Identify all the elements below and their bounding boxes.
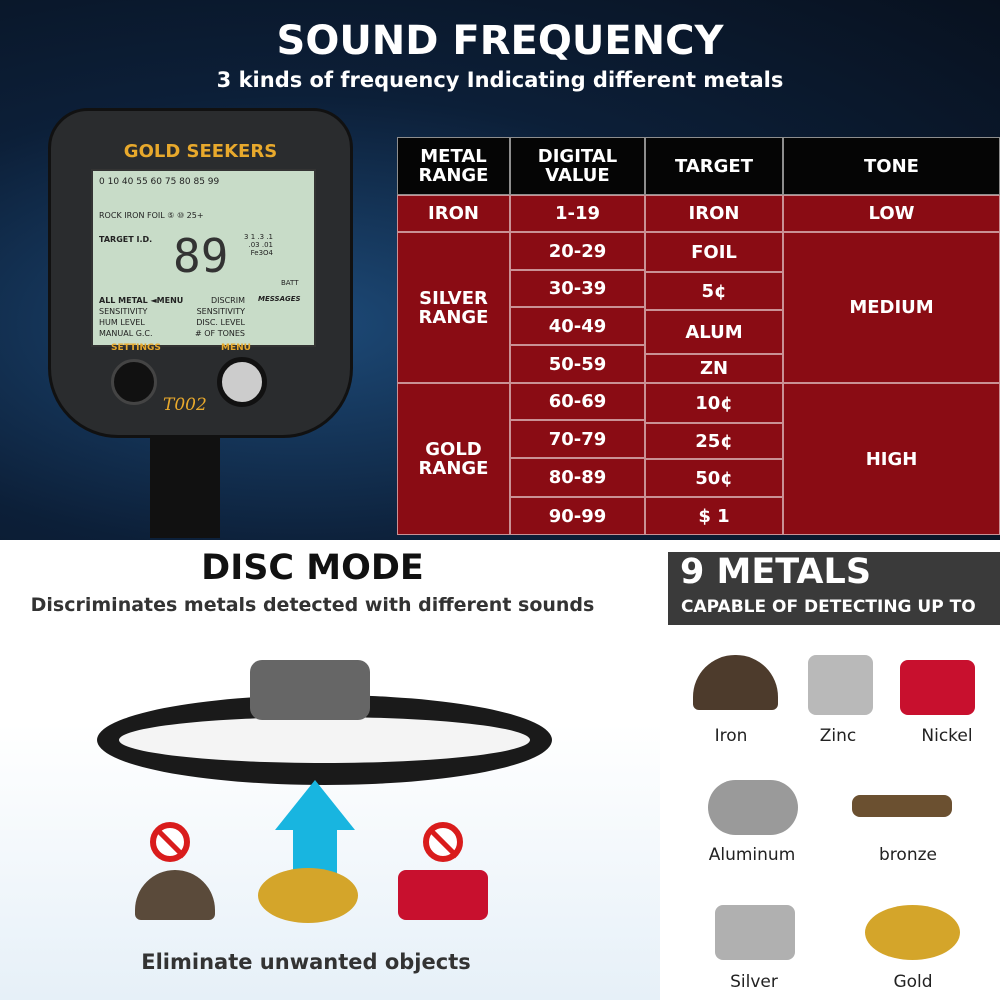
menu-right: DISCRIM SENSITIVITY DISC. LEVEL # OF TONES [195, 296, 245, 338]
arrow-shaft [293, 830, 337, 875]
metal-label: Silver [730, 972, 778, 992]
lcd-targets: ROCK IRON FOIL ⑤ ⑩ 25+ [99, 211, 204, 220]
iron-image [693, 655, 778, 710]
value-row: 1-19 [510, 195, 645, 232]
value-row: 50-59 [510, 345, 645, 383]
target-row: 25¢ [645, 423, 783, 459]
bronze-key-image [852, 795, 952, 817]
metal-label: bronze [879, 845, 937, 865]
value-row: 70-79 [510, 420, 645, 458]
lcd-display: 0 10 40 55 60 75 80 85 99 ROCK IRON FOIL… [91, 169, 316, 347]
range-silver: SILVER RANGE [397, 232, 510, 383]
menu-button[interactable] [217, 357, 267, 407]
target-row: FOIL [645, 232, 783, 272]
header-tone: TONE [783, 137, 1000, 195]
metal-label: Gold [893, 972, 933, 992]
tone-high: HIGH [783, 383, 1000, 535]
metal-label: Zinc [819, 726, 857, 746]
prohibited-icon [423, 822, 463, 862]
target-row: IRON [645, 195, 783, 232]
gold-coins-image [258, 868, 358, 923]
settings-label: SETTINGS [111, 343, 161, 353]
section-subtitle: 3 kinds of frequency Indicating differen… [216, 68, 784, 92]
detector-control-box: GOLD SEEKERS 0 10 40 55 60 75 80 85 99 R… [48, 108, 353, 438]
target-row: 10¢ [645, 383, 783, 423]
value-row: 80-89 [510, 458, 645, 497]
nickel-image [900, 660, 975, 715]
tone-low: LOW [783, 195, 1000, 232]
zinc-image [808, 655, 873, 715]
menu-label: MENU [221, 343, 251, 353]
value-row: 90-99 [510, 497, 645, 535]
target-row: ZN [645, 354, 783, 383]
target-row: 50¢ [645, 459, 783, 497]
gold-image [865, 905, 960, 960]
coil-bracket [250, 660, 370, 720]
section-title: SOUND FREQUENCY [276, 18, 724, 64]
arrow-up-icon [275, 780, 355, 830]
frequency-table: METAL RANGE DIGITAL VALUE TARGET TONE IR… [397, 137, 1000, 535]
settings-knob[interactable] [111, 359, 157, 405]
value-row: 20-29 [510, 232, 645, 270]
disc-subtitle: Discriminates metals detected with diffe… [30, 594, 595, 616]
range-iron: IRON [397, 195, 510, 232]
detector-shaft [150, 438, 220, 538]
header-metal-range: METAL RANGE [397, 137, 510, 195]
menu-left: ALL METAL ◄MENU SENSITIVITY HUM LEVEL MANUA… [99, 296, 184, 338]
value-row: 40-49 [510, 307, 645, 345]
aluminum-image [708, 780, 798, 835]
prohibited-icon [150, 822, 190, 862]
silver-image [715, 905, 795, 960]
header-target: TARGET [645, 137, 783, 195]
value-row: 30-39 [510, 270, 645, 307]
target-id-value: 89 [173, 229, 229, 283]
lcd-scale: 0 10 40 55 60 75 80 85 99 [99, 177, 220, 187]
metal-label: Nickel [921, 726, 973, 746]
metal-label: Aluminum [708, 845, 796, 865]
header-digital-value: DIGITAL VALUE [510, 137, 645, 195]
target-row: ALUM [645, 310, 783, 354]
model-label: T002 [163, 395, 207, 415]
brand-label: GOLD SEEKERS [123, 141, 278, 162]
depth-scale: 3 1 .3 .1 .03 .01 Fe3O4 [244, 233, 273, 257]
metals-banner [668, 552, 1000, 625]
disc-caption: Eliminate unwanted objects [141, 950, 471, 974]
range-gold: GOLD RANGE [397, 383, 510, 535]
metal-label: Iron [714, 726, 748, 746]
tone-medium: MEDIUM [783, 232, 1000, 383]
soda-can-image [398, 870, 488, 920]
battery-label: BATT [281, 279, 299, 287]
disc-title: DISC MODE [201, 548, 424, 588]
messages-label: MESSAGES [258, 295, 301, 303]
value-row: 60-69 [510, 383, 645, 420]
target-row: $ 1 [645, 497, 783, 535]
target-id-label: TARGET I.D. [99, 235, 153, 244]
metals-title: 9 METALS [680, 552, 872, 592]
metals-subtitle: CAPABLE OF DETECTING UP TO [681, 597, 976, 617]
target-row: 5¢ [645, 272, 783, 310]
